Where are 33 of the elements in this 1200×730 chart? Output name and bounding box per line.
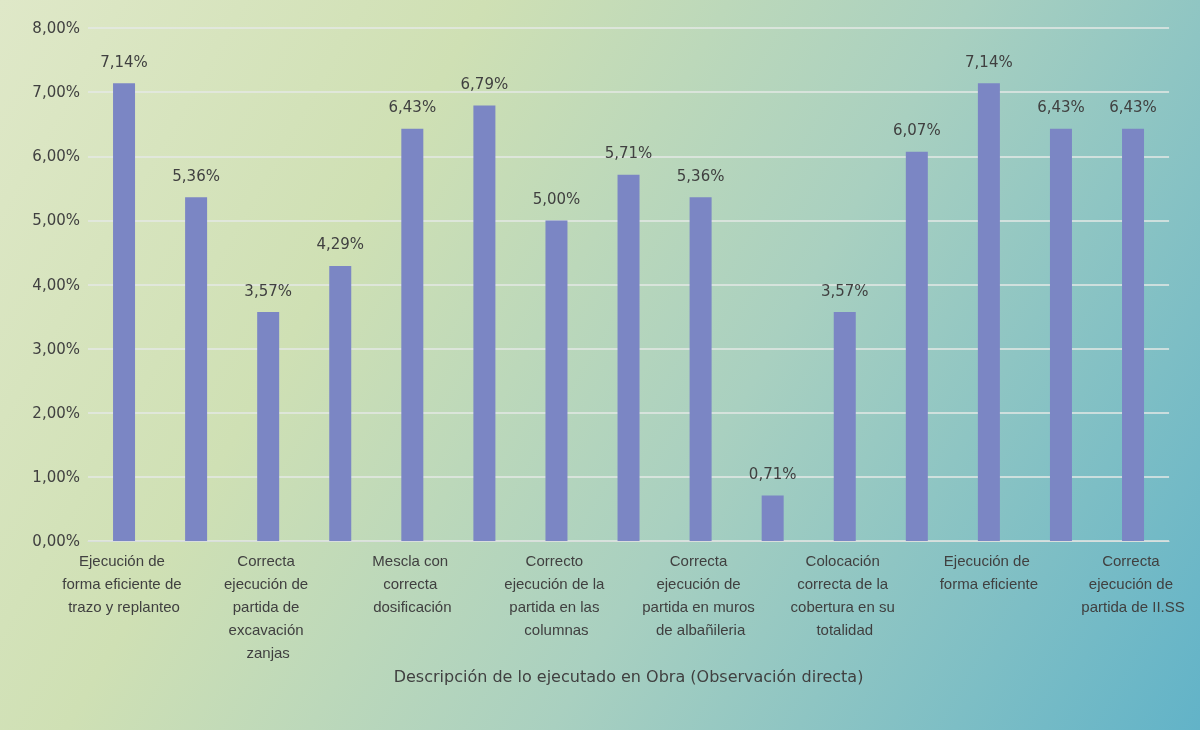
data-label: 0,71% (748, 464, 797, 483)
data-label: 7,14% (100, 52, 148, 71)
data-label: 7,14% (965, 52, 1013, 71)
y-tick-label: 3,00% (32, 339, 80, 358)
y-tick-label: 0,00% (32, 532, 80, 550)
y-tick-label: 8,00% (32, 19, 80, 37)
y-tick-label: 1,00% (32, 467, 80, 486)
y-tick-label: 2,00% (32, 403, 80, 422)
data-label: 6,07% (892, 121, 941, 140)
x-tick-label: Correcta ejecución de partida en muros de albañileria (642, 552, 759, 638)
x-tick-label: Correcta ejecución de partida de II.SS (1081, 552, 1185, 615)
data-label: 3,57% (820, 281, 869, 300)
x-tick-label: Correcto ejecución de la partida en las columnas (504, 552, 609, 638)
y-tick-label: 5,00% (32, 211, 80, 230)
data-label: 5,36% (172, 166, 220, 185)
y-tick-label: 7,00% (32, 83, 80, 102)
x-tick-label: Mescla con correcta dosificación (372, 552, 453, 615)
data-label: 6,43% (1109, 98, 1157, 117)
data-label: 4,29% (316, 235, 365, 254)
data-label: 6,43% (1037, 98, 1085, 117)
data-label: 3,57% (244, 281, 293, 300)
data-label: 6,43% (388, 98, 437, 117)
data-label: 5,71% (604, 144, 653, 163)
data-label: 5,36% (676, 166, 725, 185)
data-label: 6,79% (460, 75, 509, 94)
x-tick-label: Correcta ejecución de partida de excavación zanjas (223, 552, 313, 661)
y-tick-label: 4,00% (32, 275, 80, 294)
x-tick-label: Colocación correcta de la cobertura en su totalidad (790, 552, 899, 638)
x-tick-label: Ejecución de forma eficiente de trazo y replanteo (62, 552, 186, 615)
y-tick-label: 6,00% (32, 147, 80, 166)
data-label: 5,00% (532, 189, 581, 208)
x-axis-title: Descripción de lo ejecutado en Obra (Observación directa) (393, 667, 864, 687)
x-tick-label: Ejecución de forma eficiente (939, 552, 1039, 592)
